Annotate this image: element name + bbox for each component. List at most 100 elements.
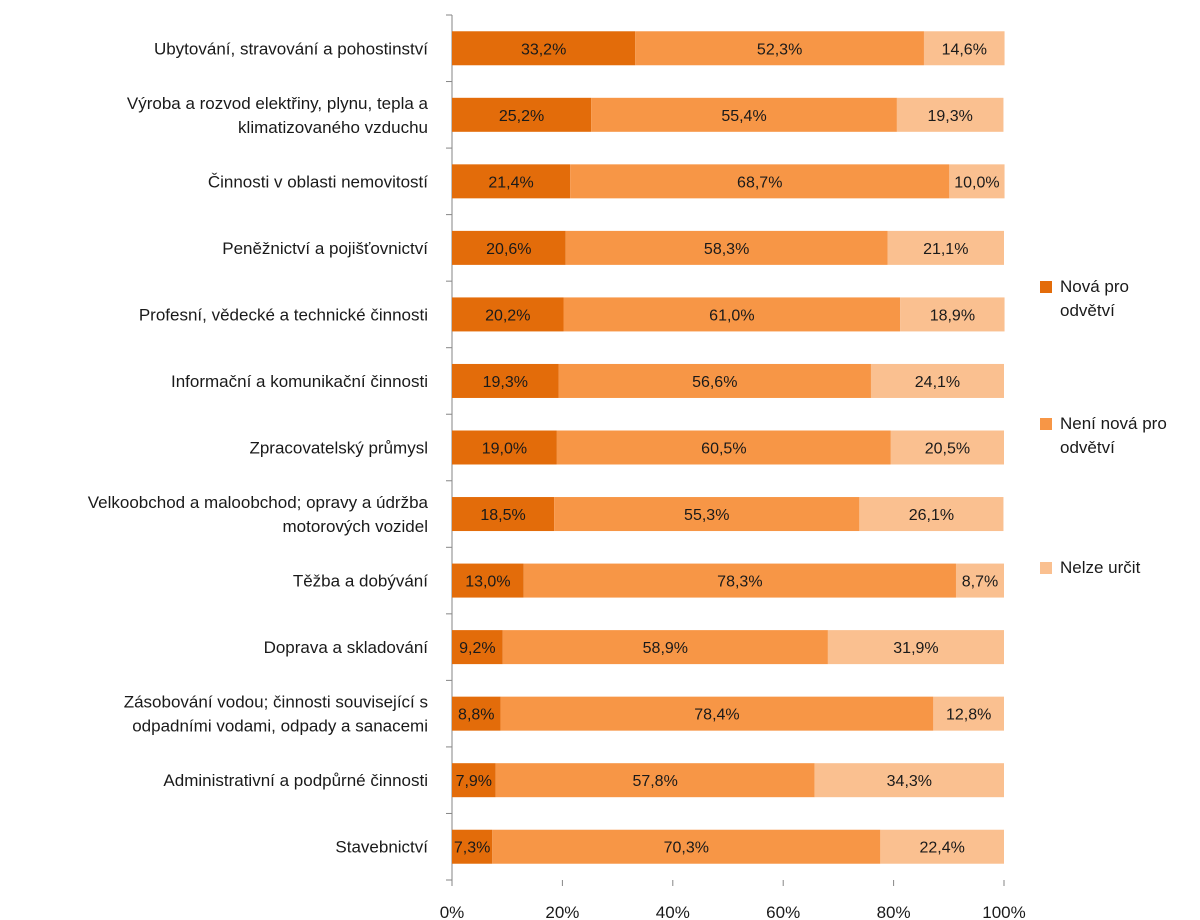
x-tick-label: 20% xyxy=(545,903,579,920)
data-label: 78,3% xyxy=(717,574,762,591)
data-label: 58,3% xyxy=(704,241,749,258)
data-label: 21,1% xyxy=(923,241,968,258)
legend-swatch xyxy=(1040,281,1052,293)
data-label: 20,6% xyxy=(486,241,531,258)
bar-segment xyxy=(554,497,860,532)
bar-segment xyxy=(452,31,636,66)
category-label: Profesní, vědecké a technické činnosti xyxy=(139,305,428,324)
bar-segment xyxy=(890,430,1004,465)
bar-segment xyxy=(900,297,1005,332)
bar-segment xyxy=(452,297,564,332)
bar-segment xyxy=(452,630,503,665)
legend-label: Nová pro odvětví xyxy=(1060,277,1129,320)
bar-segment xyxy=(495,763,815,798)
bar-segment xyxy=(880,829,1004,864)
bar-segment xyxy=(492,829,881,864)
category-label: Činnosti v oblasti nemovitostí xyxy=(208,172,428,191)
bar-segment xyxy=(452,829,493,864)
bar-segment xyxy=(523,563,956,598)
data-label: 18,9% xyxy=(930,307,975,324)
bar-segment xyxy=(452,563,524,598)
data-label: 31,9% xyxy=(893,640,938,657)
data-label: 70,3% xyxy=(664,840,709,857)
data-label: 19,3% xyxy=(483,374,528,391)
bar-segment xyxy=(565,230,888,265)
bar-segment xyxy=(500,696,934,731)
legend: Nová pro odvětví Není nová pro odvětví Nelze… xyxy=(1040,277,1167,577)
data-label: 25,2% xyxy=(499,108,544,125)
bar-segment xyxy=(635,31,924,66)
x-tick-label: 60% xyxy=(766,903,800,920)
legend-swatch xyxy=(1040,562,1052,574)
data-label: 14,6% xyxy=(942,41,987,58)
data-label: 13,0% xyxy=(465,574,510,591)
bar-segment xyxy=(955,563,1004,598)
legend-label: Nelze určit xyxy=(1060,558,1141,577)
data-label: 10,0% xyxy=(954,174,999,191)
data-label: 34,3% xyxy=(887,773,932,790)
category-label: Výroba a rozvod elektřiny, plynu, tepla … xyxy=(127,94,429,137)
category-label: Informační a komunikační činnosti xyxy=(171,372,428,391)
bar-segment xyxy=(887,230,1004,265)
bar-segment xyxy=(502,630,828,665)
data-label: 8,7% xyxy=(962,574,998,591)
data-label: 68,7% xyxy=(737,174,782,191)
bar-segment xyxy=(870,363,1004,398)
category-label: Zásobování vodou; činnosti související s… xyxy=(124,693,428,736)
bar-segment xyxy=(896,97,1004,132)
data-label: 7,3% xyxy=(454,840,490,857)
bar-segment xyxy=(563,297,901,332)
x-tick-label: 100% xyxy=(982,903,1025,920)
bar-segment xyxy=(452,363,559,398)
category-label: Administrativní a podpůrné činnosti xyxy=(163,771,428,790)
data-label: 57,8% xyxy=(632,773,677,790)
category-label: Těžba a dobývání xyxy=(293,572,428,591)
data-label: 20,2% xyxy=(485,307,530,324)
bar-segment xyxy=(814,763,1004,798)
data-label: 8,8% xyxy=(458,707,494,724)
bars: 33,2% 52,3% 14,6% 25,2% 55,4% 19,3% 21,4% 68,7%… xyxy=(452,31,1005,864)
data-label: 61,0% xyxy=(709,307,754,324)
bar-segment xyxy=(558,363,871,398)
bar-segment xyxy=(570,164,950,199)
bar-segment xyxy=(591,97,897,132)
category-label: Velkoobchod a maloobchod; opravy a údržb… xyxy=(88,493,429,536)
bar-segment xyxy=(923,31,1005,66)
bar-segment xyxy=(452,430,557,465)
data-label: 55,4% xyxy=(721,108,766,125)
data-label: 78,4% xyxy=(694,707,739,724)
bar-segment xyxy=(452,230,566,265)
data-label: 33,2% xyxy=(521,41,566,58)
data-label: 56,6% xyxy=(692,374,737,391)
data-label: 58,9% xyxy=(643,640,688,657)
value-axis: 0% 20% 40% 60% 80% 100% xyxy=(440,880,1026,920)
x-tick-label: 0% xyxy=(440,903,465,920)
data-label: 12,8% xyxy=(946,707,991,724)
bar-segment xyxy=(452,97,592,132)
category-label: Zpracovatelský průmysl xyxy=(249,439,428,458)
data-label: 21,4% xyxy=(488,174,533,191)
data-label: 22,4% xyxy=(919,840,964,857)
category-label: Peněžnictví a pojišťovnictví xyxy=(222,239,428,258)
data-label: 60,5% xyxy=(701,441,746,458)
category-label: Ubytování, stravování a pohostinství xyxy=(154,39,428,58)
bar-segment xyxy=(452,763,496,798)
data-label: 18,5% xyxy=(480,507,525,524)
bar-segment xyxy=(827,630,1004,665)
data-label: 19,0% xyxy=(482,441,527,458)
data-label: 26,1% xyxy=(909,507,954,524)
bar-segment xyxy=(452,497,555,532)
x-tick-label: 40% xyxy=(656,903,690,920)
data-label: 20,5% xyxy=(925,441,970,458)
bar-segment xyxy=(859,497,1004,532)
legend-label: Není nová pro odvětví xyxy=(1060,414,1167,457)
data-label: 55,3% xyxy=(684,507,729,524)
x-tick-label: 80% xyxy=(877,903,911,920)
category-label: Stavebnictví xyxy=(335,838,428,857)
data-label: 9,2% xyxy=(459,640,495,657)
bar-segment xyxy=(949,164,1005,199)
data-label: 19,3% xyxy=(927,108,972,125)
bar-segment xyxy=(452,696,501,731)
bar-segment xyxy=(933,696,1004,731)
